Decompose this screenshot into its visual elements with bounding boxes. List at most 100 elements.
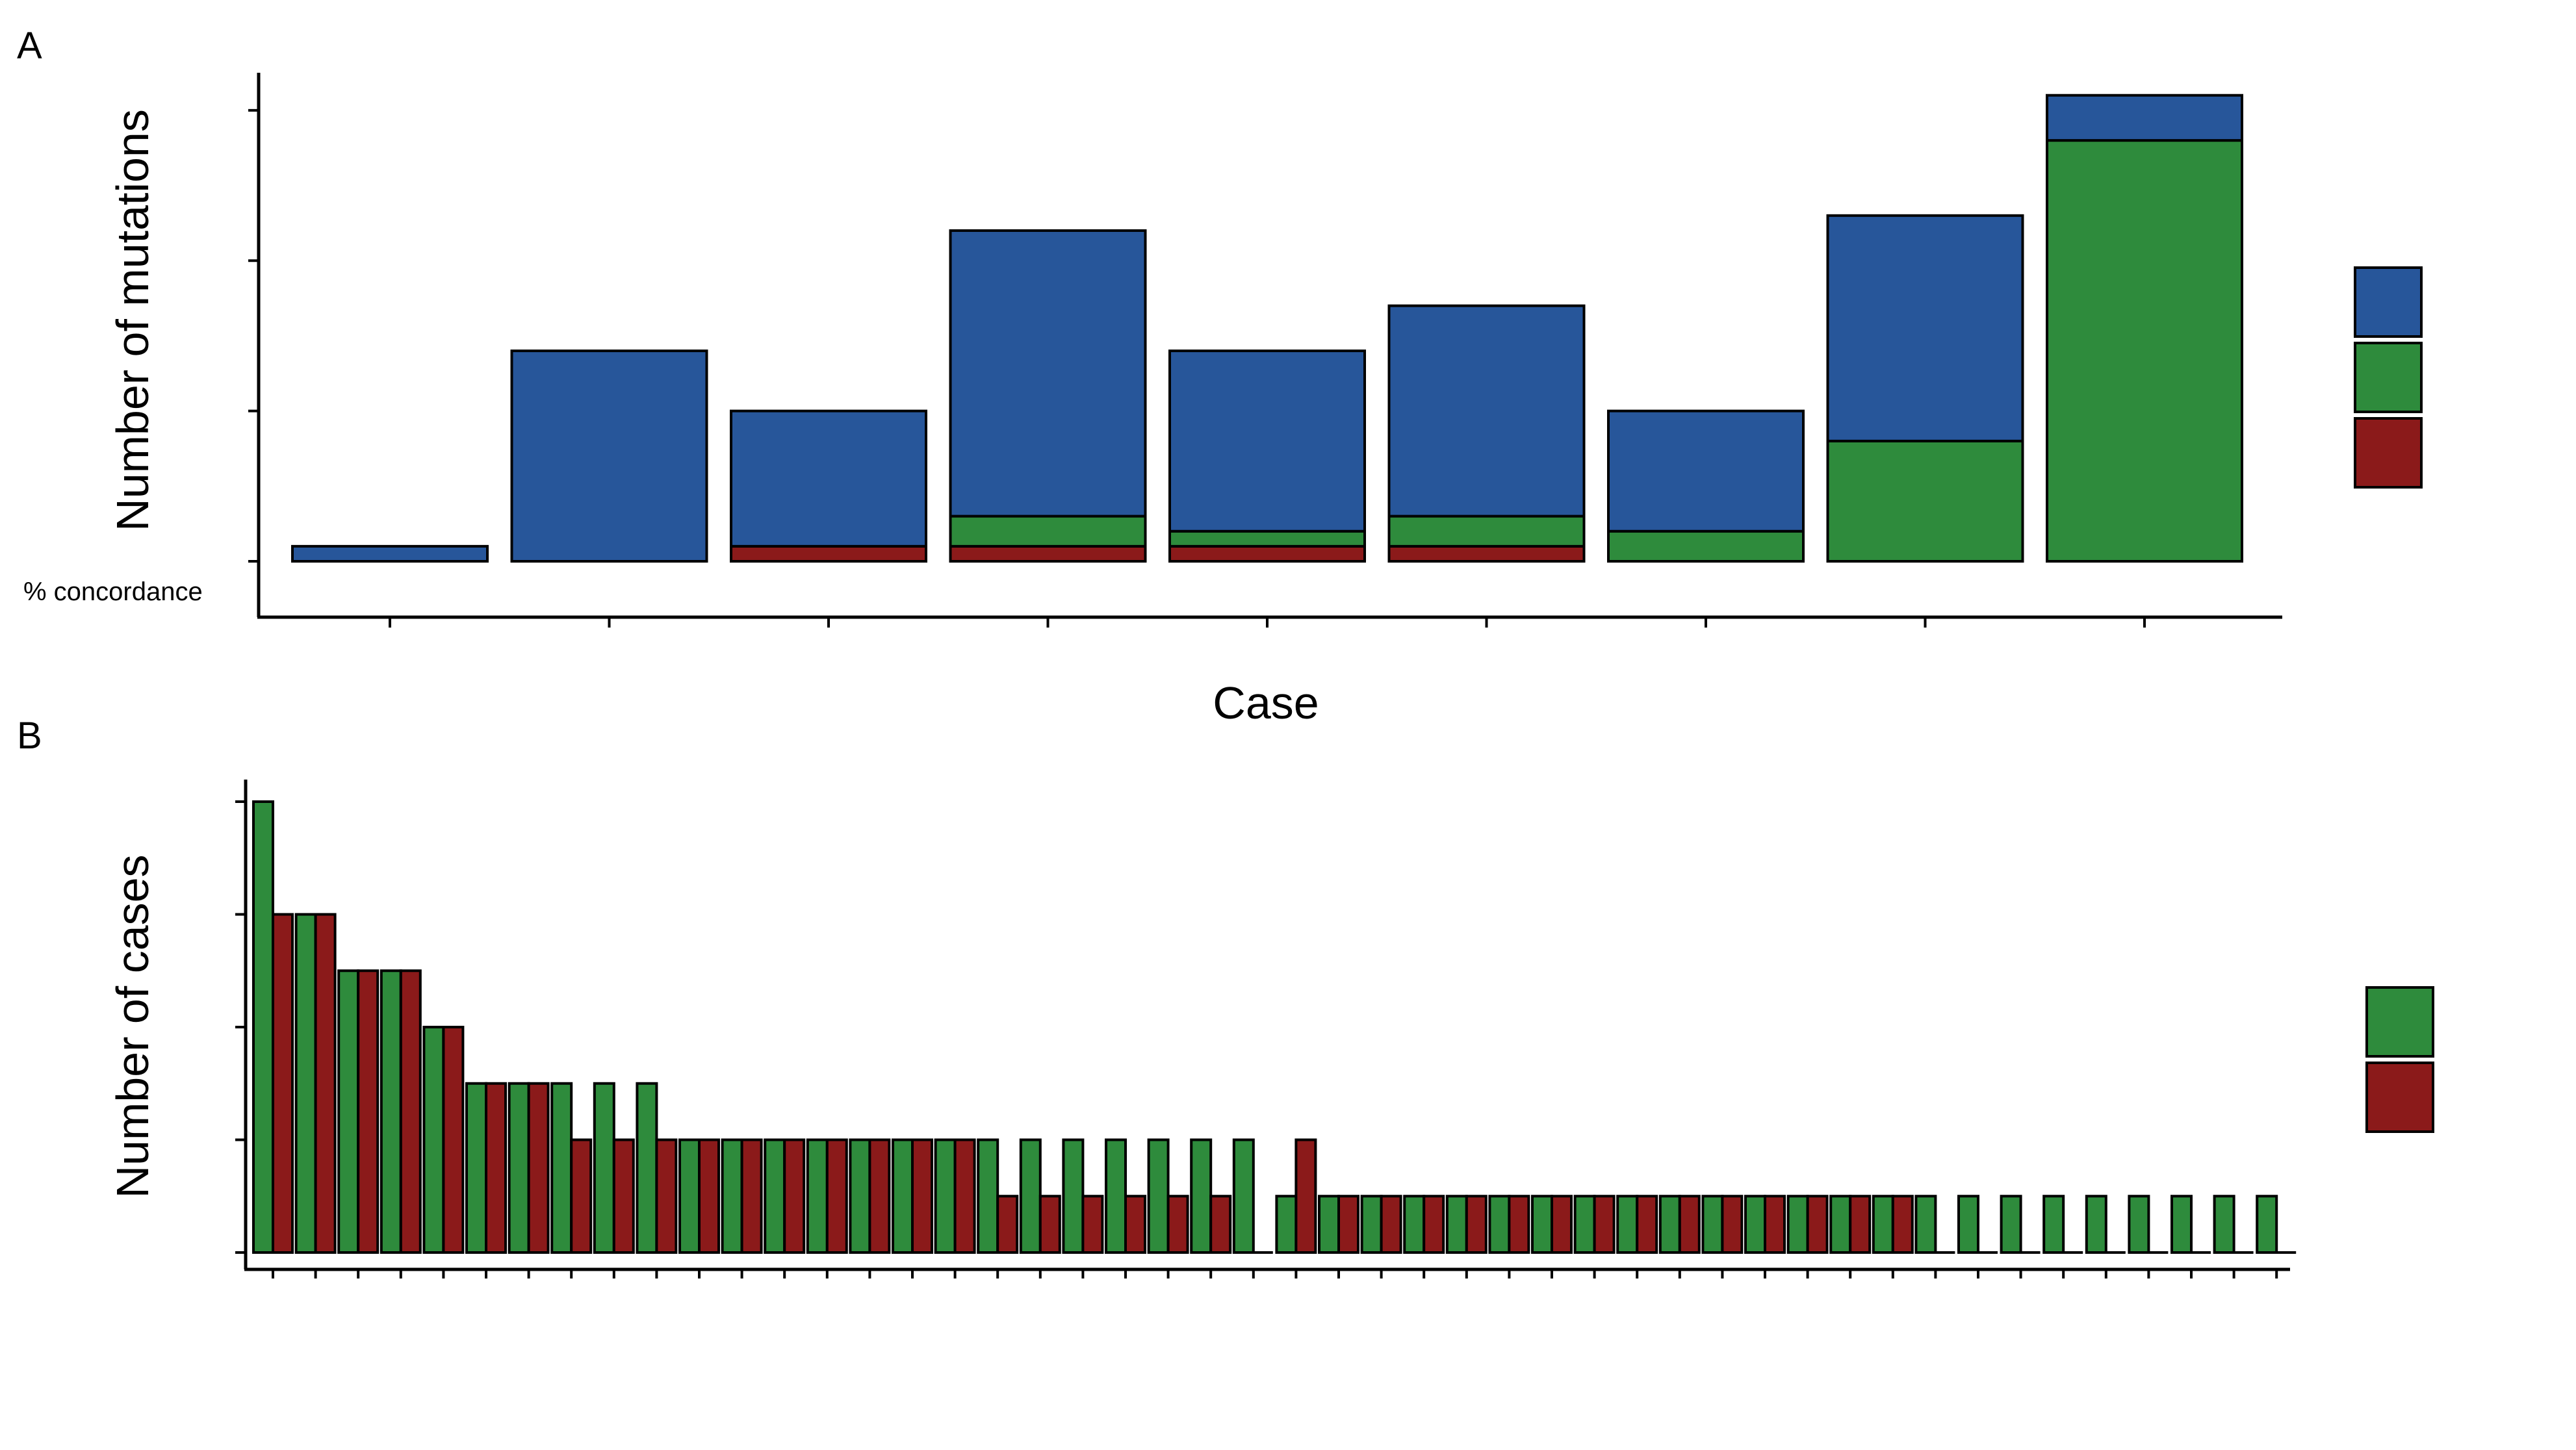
panel-b-ticks <box>235 800 2278 1278</box>
bar-gnai2-ffpe <box>1829 1195 1852 1254</box>
bar-ccnd3-ffpe <box>2213 1195 2235 1254</box>
bar-socs1-ffpe <box>252 800 274 1254</box>
bar-case-6-ffpe <box>1607 529 1805 563</box>
bar-arid1a-ffpe <box>1062 1138 1085 1254</box>
bar-mef2b-cfdna <box>1380 1195 1402 1254</box>
bar-case-17-ffpe <box>1168 529 1366 548</box>
bar-btg1-ffpe <box>2000 1195 2022 1254</box>
bar-kmt2d-cfdna <box>1806 1195 1829 1254</box>
bar-case-17-cfdna <box>1168 544 1366 563</box>
bar-hist1h1c-ffpe <box>422 1026 445 1254</box>
bar-bcl6-cfdna <box>1764 1195 1786 1254</box>
legend-swatch-ffpe <box>2354 342 2423 413</box>
bar-setd1b-ffpe <box>636 1082 658 1254</box>
bar-case-9-cfdna <box>1387 544 1586 563</box>
panel-a-y-axis-title: Number of mutations <box>107 109 158 531</box>
bar-setd1b-cfdna <box>655 1138 678 1254</box>
bar-tnip1-ffpe <box>2042 1195 2065 1254</box>
bar-pcbp1-cfdna <box>825 1138 848 1254</box>
bar-case-18-ffpe <box>1826 439 2024 563</box>
bar-btk-ffpe <box>1872 1195 1894 1254</box>
bar-arid1a-cfdna <box>1081 1195 1104 1254</box>
bar-sgk1-cfdna <box>1166 1195 1189 1254</box>
bar-smarca4-ffpe <box>1403 1195 1426 1254</box>
bar-cxcr4-ffpe <box>1616 1195 1639 1254</box>
bar-cd79b-cfdna <box>1721 1195 1744 1254</box>
bar-case-5-shared <box>510 350 708 563</box>
panel-a-bars <box>291 94 2243 563</box>
bar-stat6-ffpe <box>337 969 360 1254</box>
bar-case-9-shared <box>1387 304 1586 518</box>
bar-cd58-cfdna <box>996 1195 1019 1254</box>
bar-nfkbiz-cfdna <box>1508 1195 1530 1254</box>
bar-pim1-ffpe <box>1957 1195 1979 1254</box>
bar-ciita-ffpe <box>764 1138 786 1254</box>
bar-nfkbia-ffpe <box>465 1082 487 1254</box>
panel-a-legend <box>2354 266 2423 489</box>
bar-dtx1-ffpe <box>934 1138 957 1254</box>
bar-smarca4-cfdna <box>1423 1195 1445 1254</box>
bar-xpo1-cfdna <box>1124 1195 1146 1254</box>
bar-bcl6-ffpe <box>1744 1195 1766 1254</box>
panel-a-axes <box>257 73 2282 619</box>
panel-a-x-axis-title: Case <box>1213 678 1319 728</box>
bar-case-1-cfdna <box>730 544 927 563</box>
bar-itpkb-cfdna <box>868 1138 891 1254</box>
bar-case-6-shared <box>1607 409 1805 533</box>
bar-sgk1-ffpe <box>1147 1138 1170 1254</box>
panel-b-letter: B <box>17 715 42 757</box>
legend-swatch-ffpe <box>2365 986 2434 1058</box>
bar-mcl1-ffpe <box>2085 1195 2107 1254</box>
bar-socs1-cfdna <box>272 913 294 1254</box>
bar-case-9-ffpe <box>1387 515 1586 548</box>
bar-case-4-cfdna <box>949 544 1147 563</box>
bar-dtx1-cfdna <box>953 1138 976 1254</box>
bar-nfkbie-ffpe <box>508 1082 530 1254</box>
bar-hist1h1d-ffpe <box>1914 1195 1937 1254</box>
bar-cd83-cfdna <box>1337 1195 1359 1254</box>
bar-tmsb4x-cfdna <box>570 1138 593 1254</box>
bar-xpo1-ffpe <box>1105 1138 1127 1254</box>
bar-nfkbie-cfdna <box>527 1082 550 1254</box>
bar-pten-ffpe <box>2256 1195 2278 1254</box>
bar-tmsb4x-ffpe <box>550 1082 573 1254</box>
bar-stat6-cfdna <box>357 969 380 1254</box>
bar-cdkn2a-ffpe <box>1445 1195 1468 1254</box>
panel-a-ticks <box>248 108 2146 628</box>
bar-gna13-cfdna <box>399 969 422 1254</box>
bar-hist1h1e-ffpe <box>593 1082 615 1254</box>
legend-swatch-cfdna <box>2365 1062 2434 1133</box>
bar-maml1-cfdna <box>1593 1195 1616 1254</box>
bar-b2m-ffpe <box>294 913 317 1254</box>
bar-pik3cd-ffpe <box>2128 1195 2150 1254</box>
bar-cdkn2a-cfdna <box>1465 1195 1488 1254</box>
bar-ptprd-ffpe <box>678 1138 701 1254</box>
bar-nfkbiz-ffpe <box>1488 1195 1511 1254</box>
bar-itpkb-ffpe <box>849 1138 871 1254</box>
bar-malt1-cfdna <box>1551 1195 1573 1254</box>
bar-cd70-ffpe <box>1658 1195 1681 1254</box>
bar-prdm1-ffpe <box>1190 1138 1213 1254</box>
bar-gna13-ffpe <box>380 969 402 1254</box>
panel-a-letter: A <box>17 25 42 67</box>
bar-case-4-ffpe <box>949 515 1147 548</box>
bar-kmt2d-ffpe <box>1786 1195 1809 1254</box>
concordance-label: % concordance <box>23 578 203 606</box>
bar-cd70-cfdna <box>1678 1195 1701 1254</box>
panel-b-legend <box>2365 986 2434 1133</box>
bar-tnfaip3-ffpe <box>1019 1138 1042 1254</box>
bar-b2m-cfdna <box>314 913 337 1254</box>
bar-mfhas1-ffpe <box>721 1138 743 1254</box>
bar-hist1h1c-cfdna <box>442 1026 465 1254</box>
panel-a: A Number of mutations Case % concordance <box>17 25 2423 728</box>
bar-case-16-ffpe <box>2046 139 2243 563</box>
bar-ptprd-cfdna <box>698 1138 720 1254</box>
bar-cd83-ffpe <box>1318 1195 1340 1254</box>
bar-mfhas1-cfdna <box>740 1138 763 1254</box>
bar-cd58-ffpe <box>977 1138 999 1254</box>
bar-case-1-shared <box>730 409 927 548</box>
bar-hist1h1e-cfdna <box>612 1138 635 1254</box>
panel-b-bars <box>252 800 2297 1254</box>
panel-b-y-axis-title: Number of cases <box>107 854 158 1198</box>
